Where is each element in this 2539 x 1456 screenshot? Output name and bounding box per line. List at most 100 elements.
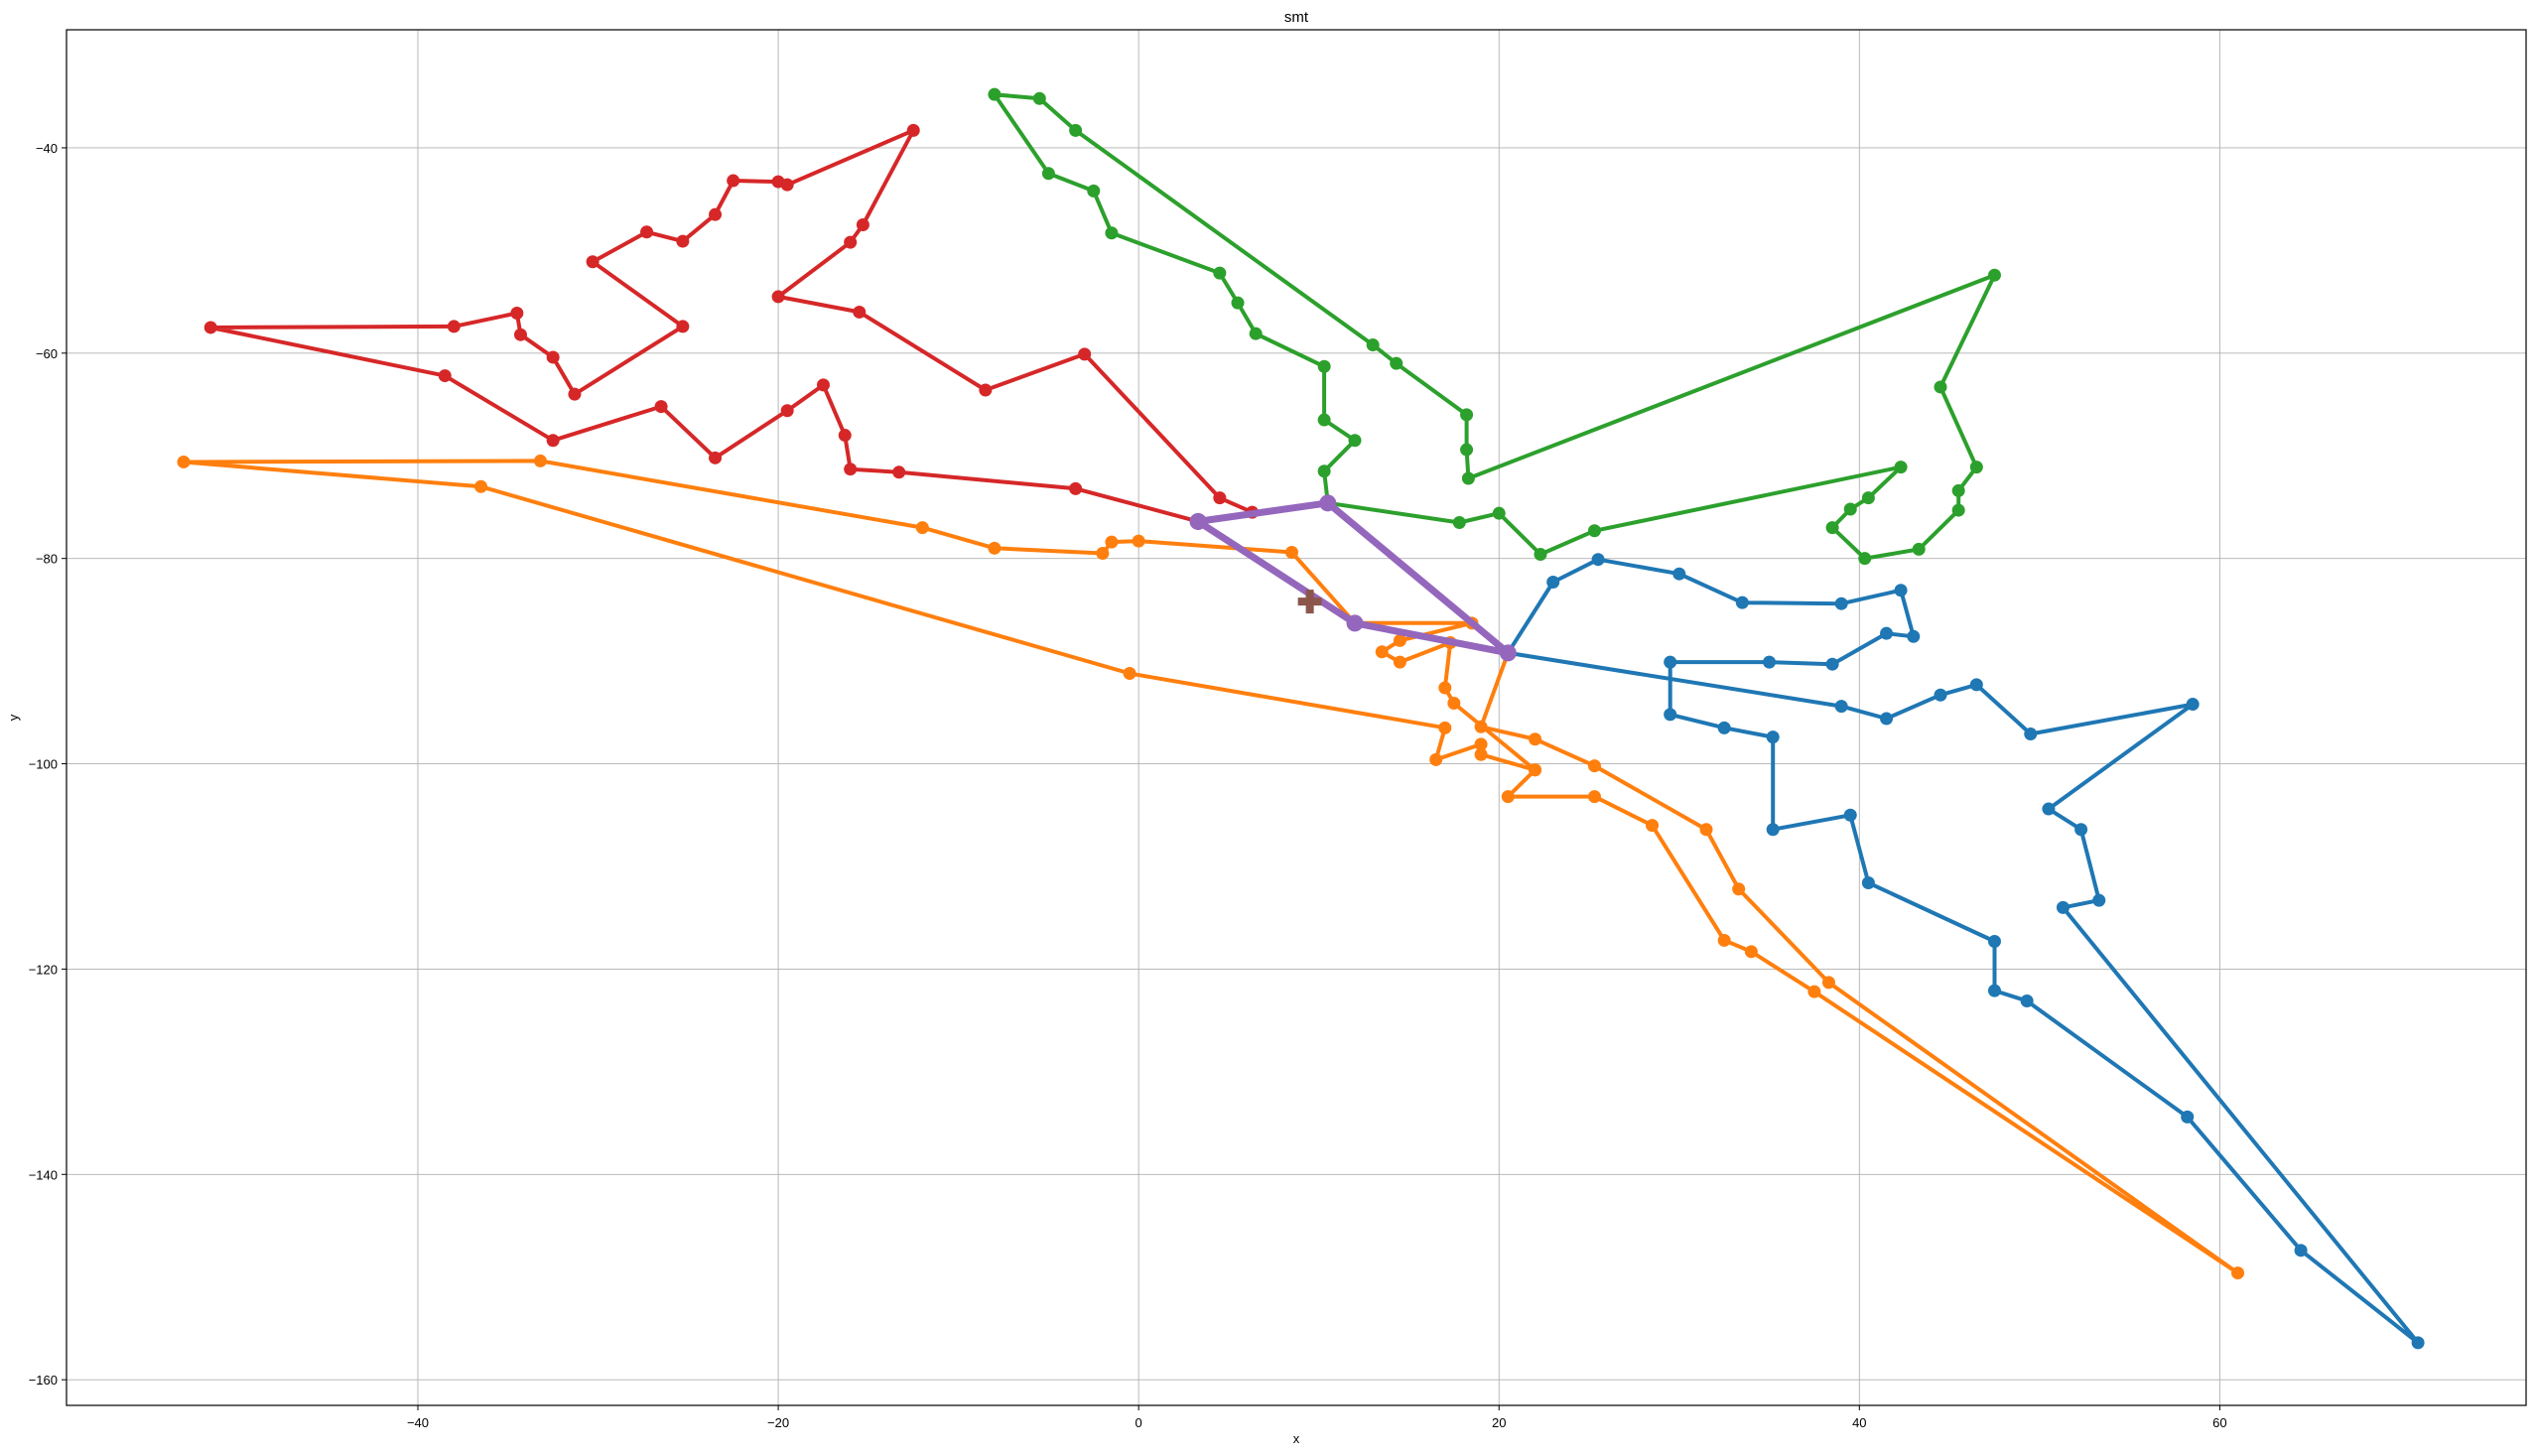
- plot-area: [177, 87, 2425, 1350]
- data-point: [1096, 547, 1110, 561]
- data-point: [1880, 626, 1894, 640]
- x-tick-label: −20: [767, 1415, 789, 1430]
- data-point: [1529, 732, 1542, 746]
- data-point: [1807, 985, 1821, 998]
- data-point: [1492, 506, 1506, 520]
- data-point: [1587, 759, 1601, 773]
- y-tick-label: −60: [36, 346, 58, 361]
- x-tick-label: 40: [1852, 1415, 1866, 1430]
- series-3: [1474, 646, 2245, 1280]
- data-point: [1087, 184, 1101, 198]
- data-point: [1460, 443, 1474, 457]
- data-point: [1821, 976, 1835, 990]
- x-tick-label: 20: [1492, 1415, 1506, 1430]
- data-point: [1132, 534, 1145, 548]
- data-point: [1213, 491, 1227, 505]
- data-point: [1105, 535, 1119, 549]
- data-point: [1907, 629, 1921, 643]
- series-line: [992, 92, 1997, 561]
- data-point: [1461, 471, 1475, 485]
- x-tick-label: 0: [1136, 1415, 1142, 1430]
- data-point: [771, 175, 785, 189]
- data-point: [816, 378, 830, 392]
- data-point: [2042, 802, 2056, 816]
- data-point: [1438, 681, 1452, 695]
- data-point: [513, 328, 527, 341]
- data-point: [1843, 502, 1857, 516]
- data-point: [1474, 737, 1488, 751]
- data-point: [654, 400, 668, 414]
- data-point: [1735, 596, 1749, 609]
- data-point: [2024, 728, 2038, 741]
- data-point: [1858, 552, 1872, 566]
- data-point: [853, 305, 867, 319]
- data-point: [1319, 494, 1337, 512]
- data-point: [1587, 790, 1601, 804]
- data-point: [533, 454, 547, 467]
- data-point: [1317, 359, 1331, 373]
- data-point: [727, 174, 740, 188]
- data-point: [640, 225, 654, 239]
- y-tick-label: −100: [29, 757, 58, 772]
- x-tick-label: 60: [2212, 1415, 2226, 1430]
- data-point: [2411, 1336, 2425, 1350]
- data-point: [1366, 338, 1380, 352]
- y-axis-label: y: [6, 714, 21, 721]
- data-point: [1861, 876, 1875, 890]
- data-point: [1123, 667, 1136, 681]
- data-point: [676, 234, 690, 248]
- data-point: [709, 451, 723, 464]
- data-point: [438, 369, 452, 383]
- data-point: [1105, 226, 1119, 240]
- x-ticks: −40 −20 0 20 40 60: [407, 1405, 2227, 1430]
- data-point: [1474, 720, 1488, 733]
- data-point: [1452, 515, 1466, 529]
- data-point: [1529, 763, 1542, 777]
- data-point: [203, 321, 217, 334]
- data-point: [979, 383, 993, 397]
- data-point: [1348, 434, 1362, 448]
- data-point: [2074, 823, 2088, 837]
- y-tick-label: −40: [36, 141, 58, 156]
- data-point: [1861, 491, 1875, 505]
- data-point: [474, 479, 488, 493]
- data-point: [2186, 698, 2200, 712]
- data-point: [1987, 268, 2001, 282]
- data-point: [1438, 721, 1452, 734]
- data-point: [1951, 483, 1965, 497]
- data-point: [1894, 584, 1908, 597]
- data-point: [1499, 644, 1517, 662]
- data-point: [1825, 657, 1839, 671]
- data-point: [1284, 545, 1298, 559]
- chart-title: smt: [1284, 9, 1309, 26]
- data-point: [1213, 266, 1227, 280]
- data-point: [1744, 945, 1758, 959]
- data-point: [988, 541, 1002, 555]
- data-point: [988, 87, 1002, 101]
- data-point: [1447, 697, 1461, 711]
- data-point: [1843, 808, 1857, 822]
- data-point: [1032, 91, 1046, 105]
- data-point: [1987, 934, 2001, 948]
- data-point: [1393, 633, 1406, 647]
- data-point: [709, 207, 723, 221]
- data-point: [1069, 481, 1083, 495]
- y-ticks: −40 −60 −80 −100 −120 −140 −160: [29, 141, 67, 1388]
- data-point: [1646, 819, 1660, 833]
- y-tick-label: −160: [29, 1373, 58, 1388]
- data-point: [1969, 678, 1983, 692]
- data-point: [2092, 893, 2106, 907]
- data-point: [447, 320, 461, 333]
- data-point: [1317, 464, 1331, 478]
- data-point: [1717, 933, 1731, 947]
- data-point: [2294, 1244, 2308, 1257]
- data-point: [1587, 524, 1601, 538]
- data-point: [568, 387, 582, 401]
- series-4: [988, 87, 2001, 566]
- data-point: [1346, 614, 1364, 632]
- series-line: [1506, 557, 2421, 1345]
- data-point: [1894, 461, 1908, 474]
- data-point: [1041, 167, 1055, 181]
- data-point: [1591, 553, 1605, 567]
- data-point: [1969, 461, 1983, 474]
